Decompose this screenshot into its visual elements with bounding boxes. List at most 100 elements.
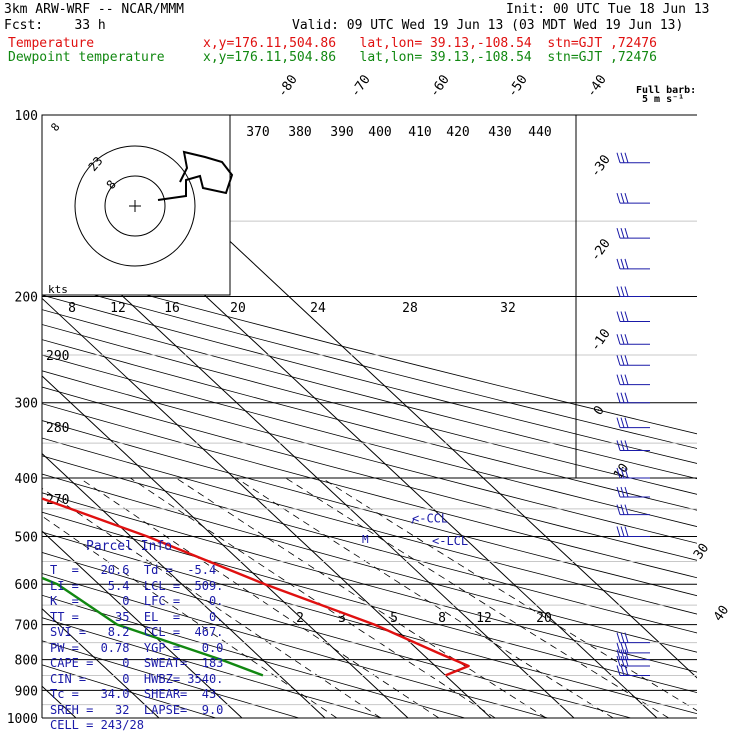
parcel-info-row: SVI = 8.2 CCL = 467. xyxy=(50,625,224,639)
parcel-info-row: CAPE = 0 SWEAT= 183 xyxy=(50,656,224,670)
wind-barb xyxy=(616,486,650,498)
wind-barb-flag xyxy=(616,392,621,403)
wind-barb xyxy=(616,334,650,345)
mixing-ratio-low-label: 12 xyxy=(476,611,492,626)
isotherm-line xyxy=(42,452,326,719)
temperature-legend-label: Temperature xyxy=(8,36,95,51)
wind-barb-flag xyxy=(620,192,625,204)
wind-barb-flag xyxy=(620,286,625,297)
mixing-ratio-label: 16 xyxy=(164,301,180,316)
wind-barb-flag xyxy=(620,642,625,654)
wind-barb-flag xyxy=(620,649,625,660)
parcel-info-row: CIN = 0 HWBZ= 3540. xyxy=(50,671,224,686)
temperature-location: x,y=176.11,504.86 lat,lon= 39.13,-108.54… xyxy=(203,36,657,51)
hodograph-trace xyxy=(157,150,234,201)
wind-barb-flag xyxy=(624,192,629,204)
wind-barb-flag xyxy=(616,440,621,451)
wind-barb xyxy=(616,642,650,654)
pressure-tick-label: 1000 xyxy=(7,712,38,727)
wind-barb-flag xyxy=(616,467,621,479)
wind-barb xyxy=(616,192,650,204)
wind-barb-flag xyxy=(616,642,621,654)
ccl-tick xyxy=(411,518,415,524)
wind-barb-flag xyxy=(616,286,621,297)
wind-barb-flag xyxy=(620,486,625,498)
pressure-tick-label: 800 xyxy=(15,654,38,669)
isotherm-label: 0 xyxy=(591,403,608,418)
isotherm-label: 40 xyxy=(711,603,732,624)
m-marker: M xyxy=(362,533,369,546)
wind-barb-flag xyxy=(624,286,629,297)
wind-barb-flag xyxy=(624,632,629,643)
wind-barb-flag xyxy=(624,311,629,322)
wind-barb-flag xyxy=(620,632,625,643)
wind-barb-flag xyxy=(616,632,621,643)
wind-barb-flag xyxy=(616,374,621,385)
isotherm-label: -40 xyxy=(584,72,610,100)
barb-legend-title: Full barb: xyxy=(636,85,697,96)
pressure-tick-label: 200 xyxy=(15,291,38,306)
wind-barb-flag xyxy=(624,504,629,515)
pressure-tick-label: 100 xyxy=(15,109,38,124)
wind-barb xyxy=(616,286,650,298)
theta-label: 380 xyxy=(288,125,311,140)
wind-barb-flag xyxy=(620,227,625,239)
wind-barb-flag xyxy=(620,334,625,345)
wind-barb-flag xyxy=(620,258,625,270)
dewpoint-profile xyxy=(42,576,264,677)
isotherm-line xyxy=(42,297,492,719)
wind-barb-flag xyxy=(616,649,621,660)
wind-barb-flag xyxy=(624,227,629,239)
pressure-tick-label: 400 xyxy=(15,472,38,487)
wind-barb xyxy=(616,649,650,661)
mixing-ratio-label: 32 xyxy=(500,301,516,316)
parcel-info-row: CELL = 243/28 xyxy=(50,718,144,732)
theta-e-label: 290 xyxy=(46,349,69,364)
wind-barb xyxy=(616,311,650,322)
hodograph-ring xyxy=(104,175,166,237)
wind-barb xyxy=(616,467,650,479)
theta-label: 430 xyxy=(488,125,511,140)
pressure-tick-label: 300 xyxy=(15,397,38,412)
mixing-ratio-label: 20 xyxy=(230,301,246,316)
hodograph-frame xyxy=(41,114,231,296)
ccl-marker: <-CCL xyxy=(412,512,448,526)
wind-barb-flag xyxy=(616,486,621,498)
wind-barb-flag xyxy=(616,311,621,322)
wind-barb-flag xyxy=(624,355,629,366)
mixing-ratio-label: 12 xyxy=(110,301,126,316)
wind-barb-flag xyxy=(616,655,621,667)
wind-barb-flag xyxy=(620,374,625,385)
mixing-ratio-low-label: 3 xyxy=(338,611,346,626)
wind-barb-flag xyxy=(624,374,629,385)
wind-barb-flag xyxy=(620,311,625,322)
pressure-tick-label: 700 xyxy=(15,619,38,634)
mixing-ratio-low-label: 20 xyxy=(536,611,552,626)
wind-barb xyxy=(616,504,650,516)
theta-label: 400 xyxy=(368,125,391,140)
isotherm-line xyxy=(42,530,243,719)
parcel-info-row: SREH = 32 LAPSE= 9.0 xyxy=(50,702,224,717)
theta-label: 440 xyxy=(528,125,551,140)
pressure-tick-label: 900 xyxy=(15,684,38,699)
parcel-info-title: Parcel Info xyxy=(86,539,173,554)
wind-barb-flag xyxy=(616,355,621,366)
mixing-ratio-low-label: 8 xyxy=(438,611,446,626)
wind-barb-flag xyxy=(620,504,625,515)
wind-barb-flag xyxy=(616,504,621,515)
valid-time: Valid: 09 UTC Wed 19 Jun 13 (03 MDT Wed … xyxy=(292,18,684,33)
isotherm-label: -30 xyxy=(588,152,614,180)
wind-barb xyxy=(616,632,650,644)
wind-barb xyxy=(616,152,650,164)
temperature-profile xyxy=(42,497,470,677)
theta-label: 370 xyxy=(246,125,269,140)
theta-label: 420 xyxy=(446,125,469,140)
parcel-info-row: PW = 0.78 YGP = 0.0 xyxy=(50,640,224,655)
wind-barb-flag xyxy=(616,227,621,239)
wind-barb-flag xyxy=(624,258,629,270)
theta-label: 410 xyxy=(408,125,431,140)
isotherm-label: -10 xyxy=(588,326,614,354)
isotherm-label: -80 xyxy=(275,72,301,100)
parcel-info-row: TT = 35 EL = 0. xyxy=(50,609,224,624)
parcel-info-row: Tc = 34.0 SHEAR= 43. xyxy=(50,687,224,701)
